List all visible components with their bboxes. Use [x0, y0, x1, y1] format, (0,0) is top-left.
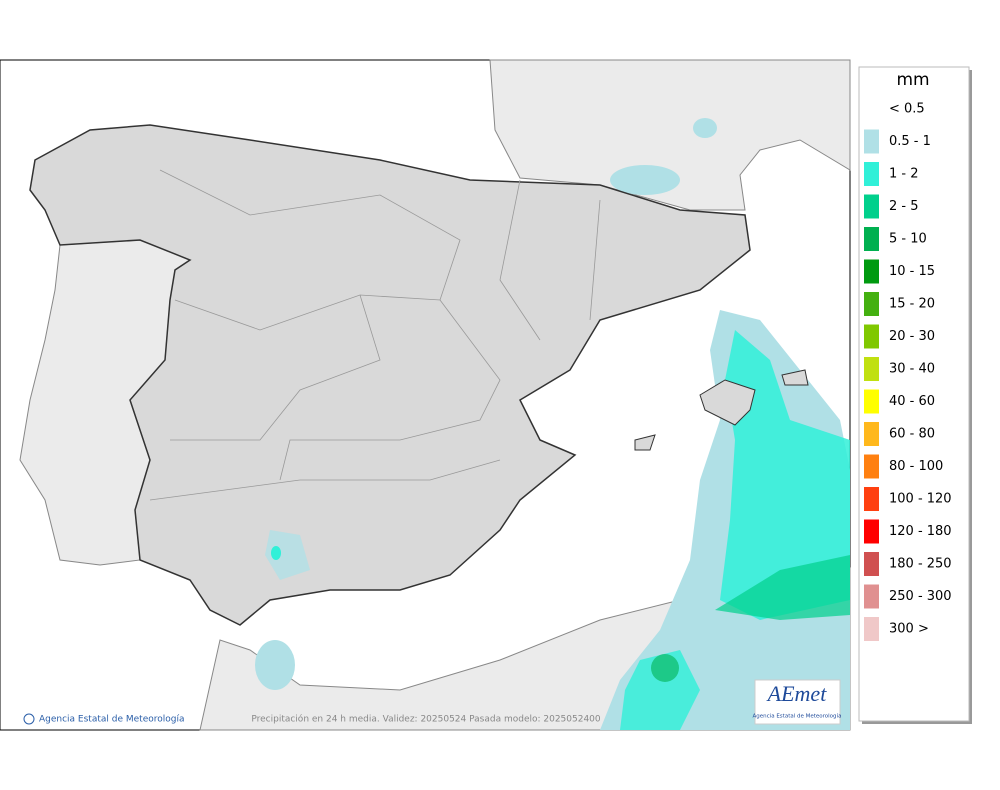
- legend-label: 10 - 15: [889, 264, 935, 279]
- spain: [29, 124, 751, 626]
- legend-swatch: [864, 584, 879, 609]
- legend-swatch: [864, 227, 879, 251]
- rain-area: [620, 650, 700, 730]
- logo-box: [754, 679, 841, 725]
- legend-label: 60 - 80: [889, 427, 935, 442]
- legend-swatch: [864, 389, 879, 414]
- rain-area: [720, 330, 850, 620]
- rain-area: [610, 165, 680, 195]
- legend-swatch: [864, 324, 879, 349]
- legend-label: 250 - 300: [889, 589, 952, 604]
- rain-area: [265, 530, 310, 580]
- legend-label: 30 - 40: [889, 362, 935, 377]
- credit: Agencia Estatal de Meteorología: [39, 715, 185, 725]
- legend-swatch: [864, 194, 879, 219]
- rain-area: [271, 546, 281, 560]
- legend-label: 180 - 250: [889, 557, 952, 572]
- legend-swatch: [864, 487, 879, 511]
- mallorca: [699, 379, 756, 426]
- legend-label: 15 - 20: [889, 297, 935, 312]
- logo-subtitle: Agencia Estatal de Meteorología: [753, 713, 842, 720]
- legend-label: 5 - 10: [889, 232, 927, 247]
- legend-label: 20 - 30: [889, 329, 935, 344]
- legend-swatch: [864, 422, 879, 446]
- logo-name: AEmet: [766, 681, 828, 706]
- legend-label: 300 >: [889, 622, 929, 637]
- legend-label: 0.5 - 1: [889, 134, 931, 149]
- legend-swatch: [864, 617, 879, 641]
- ibiza: [634, 434, 656, 451]
- region-borders: [149, 169, 601, 501]
- legend-label: 120 - 180: [889, 524, 952, 539]
- legend-swatch: [864, 129, 879, 154]
- rain-area: [693, 118, 717, 138]
- legend-swatch: [864, 552, 879, 576]
- legend-label: 1 - 2: [889, 167, 919, 182]
- legend-title: mm: [896, 70, 929, 90]
- legend-label: 2 - 5: [889, 199, 919, 214]
- legend-label: < 0.5: [889, 102, 925, 117]
- legend-label: 100 - 120: [889, 492, 952, 507]
- legend-label: 80 - 100: [889, 459, 943, 474]
- legend-swatch: [864, 454, 879, 479]
- rain-area: [715, 555, 850, 620]
- rain-area: [651, 654, 679, 682]
- legend-label: 40 - 60: [889, 394, 935, 409]
- menorca: [781, 369, 809, 386]
- copyright-icon: [23, 713, 35, 725]
- caption: Precipitación en 24 h media. Validez: 20…: [251, 714, 601, 725]
- legend-items: < 0.5 0.5 - 1 1 - 2 2 - 5 5 - 10 10 - 15 15 - …: [864, 102, 952, 641]
- legend-swatch: [864, 292, 879, 316]
- legend-swatch: [864, 162, 879, 186]
- legend-swatch: [864, 519, 879, 544]
- france: [489, 59, 851, 211]
- legend-swatch: [864, 357, 879, 381]
- legend-swatch: [864, 259, 879, 284]
- rain-area: [255, 640, 295, 690]
